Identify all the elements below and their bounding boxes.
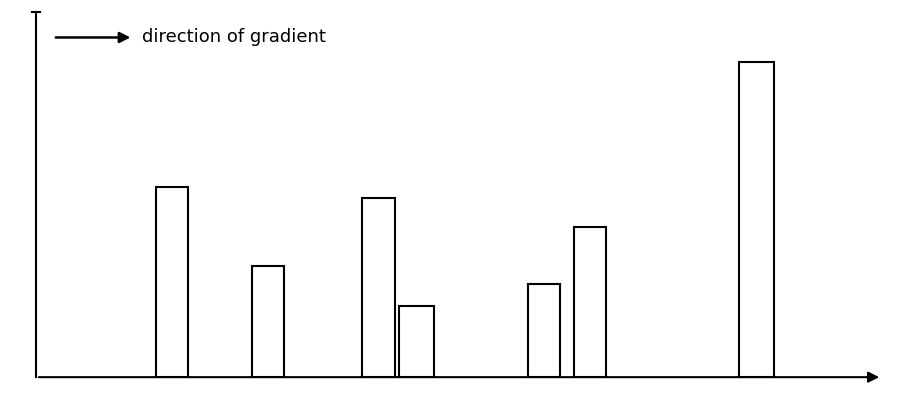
Bar [400, 306, 434, 377]
Bar [740, 62, 774, 377]
Bar [528, 284, 560, 377]
Bar [363, 198, 394, 377]
Bar [252, 266, 284, 377]
Bar [156, 187, 188, 377]
Text: direction of gradient: direction of gradient [142, 29, 326, 46]
Bar [574, 227, 606, 377]
